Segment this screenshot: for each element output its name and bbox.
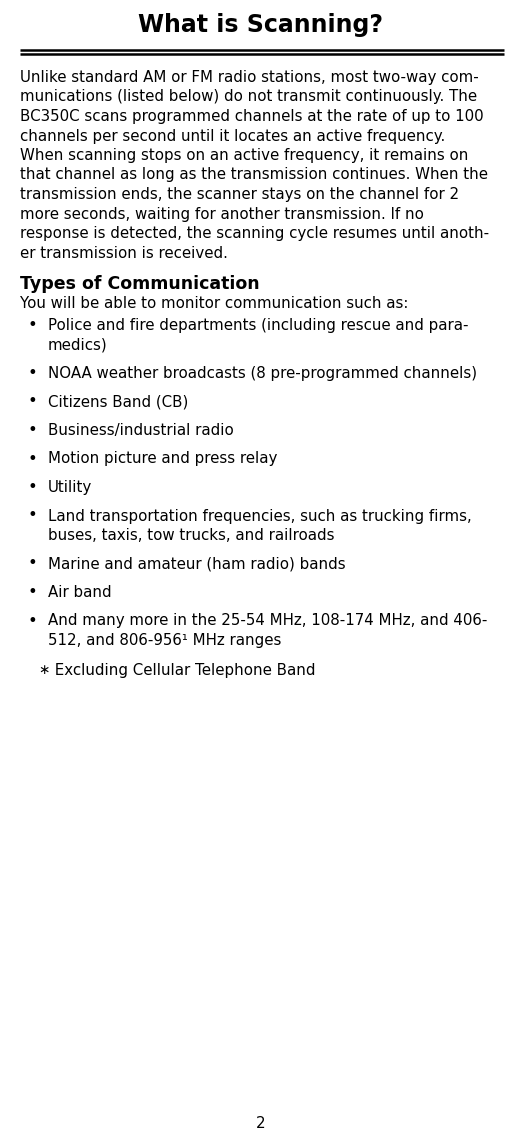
Text: You will be able to monitor communication such as:: You will be able to monitor communicatio… <box>20 297 408 312</box>
Text: •: • <box>28 584 38 601</box>
Text: •: • <box>28 452 38 466</box>
Text: •: • <box>28 557 38 572</box>
Text: Excluding Cellular Telephone Band: Excluding Cellular Telephone Band <box>50 664 315 678</box>
Text: •: • <box>28 613 38 628</box>
Text: What is Scanning?: What is Scanning? <box>138 13 384 37</box>
Text: Motion picture and press relay: Motion picture and press relay <box>48 452 277 466</box>
Text: Unlike standard AM or FM radio stations, most two-way com-: Unlike standard AM or FM radio stations,… <box>20 70 479 85</box>
Text: buses, taxis, tow trucks, and railroads: buses, taxis, tow trucks, and railroads <box>48 528 335 543</box>
Text: BC350C scans programmed channels at the rate of up to 100: BC350C scans programmed channels at the … <box>20 109 483 124</box>
Text: •: • <box>28 317 38 333</box>
Text: •: • <box>28 423 38 438</box>
Text: ∗: ∗ <box>38 664 50 677</box>
Text: channels per second until it locates an active frequency.: channels per second until it locates an … <box>20 128 445 143</box>
Text: •: • <box>28 480 38 495</box>
Text: When scanning stops on an active frequency, it remains on: When scanning stops on an active frequen… <box>20 148 468 163</box>
Text: Land transportation frequencies, such as trucking firms,: Land transportation frequencies, such as… <box>48 509 472 524</box>
Text: response is detected, the scanning cycle resumes until anoth-: response is detected, the scanning cycle… <box>20 226 489 241</box>
Text: Utility: Utility <box>48 480 92 495</box>
Text: 512, and 806-956¹ MHz ranges: 512, and 806-956¹ MHz ranges <box>48 633 281 647</box>
Text: Police and fire departments (including rescue and para-: Police and fire departments (including r… <box>48 317 469 333</box>
Text: •: • <box>28 509 38 524</box>
Text: NOAA weather broadcasts (8 pre-programmed channels): NOAA weather broadcasts (8 pre-programme… <box>48 366 477 380</box>
Text: munications (listed below) do not transmit continuously. The: munications (listed below) do not transm… <box>20 89 477 104</box>
Text: •: • <box>28 366 38 380</box>
Text: Marine and amateur (ham radio) bands: Marine and amateur (ham radio) bands <box>48 557 346 572</box>
Text: transmission ends, the scanner stays on the channel for 2: transmission ends, the scanner stays on … <box>20 187 459 202</box>
Text: Business/industrial radio: Business/industrial radio <box>48 423 234 438</box>
Text: •: • <box>28 394 38 409</box>
Text: Citizens Band (CB): Citizens Band (CB) <box>48 394 188 409</box>
Text: And many more in the 25-54 MHz, 108-174 MHz, and 406-: And many more in the 25-54 MHz, 108-174 … <box>48 613 488 628</box>
Text: more seconds, waiting for another transmission. If no: more seconds, waiting for another transm… <box>20 206 424 221</box>
Text: Types of Communication: Types of Communication <box>20 275 259 293</box>
Text: 2: 2 <box>256 1116 266 1131</box>
Text: Air band: Air band <box>48 584 112 601</box>
Text: medics): medics) <box>48 338 108 353</box>
Text: er transmission is received.: er transmission is received. <box>20 245 228 260</box>
Text: that channel as long as the transmission continues. When the: that channel as long as the transmission… <box>20 167 488 182</box>
